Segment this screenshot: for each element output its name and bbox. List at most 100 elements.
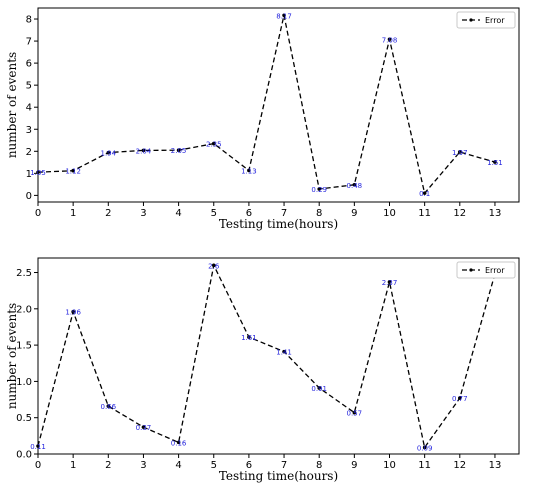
- data-label: 8.17: [276, 12, 292, 20]
- legend-marker: [469, 18, 473, 22]
- x-tick-label: 1: [70, 208, 76, 219]
- y-tick-label: 2: [26, 147, 32, 158]
- x-tick-label: 2: [105, 208, 111, 219]
- data-point: [176, 440, 181, 445]
- data-point: [282, 349, 286, 354]
- data-label: 7.08: [382, 36, 398, 44]
- x-tick-label: 4: [175, 208, 181, 219]
- x-tick-label: 5: [211, 208, 217, 219]
- x-tick-label: 0: [35, 208, 41, 219]
- data-point: [247, 168, 251, 173]
- x-tick-label: 11: [418, 208, 431, 219]
- x-tick-label: 4: [175, 460, 181, 471]
- x-tick-label: 12: [453, 460, 466, 471]
- plot-frame: [37, 257, 520, 455]
- data-point: [317, 187, 322, 191]
- plot-frame: [37, 7, 520, 203]
- y-tick-label: 5: [26, 81, 32, 92]
- data-point: [36, 444, 40, 448]
- data-point: [71, 309, 75, 314]
- data-point: [458, 150, 462, 154]
- data-point: [141, 425, 146, 429]
- data-point: [176, 148, 181, 152]
- data-point: [71, 168, 75, 173]
- data-label: 0.16: [171, 439, 187, 447]
- data-label: 2.05: [171, 147, 187, 155]
- legend-marker: [469, 268, 473, 272]
- x-tick-label: 8: [316, 208, 322, 219]
- data-label: 1.13: [241, 167, 257, 175]
- data-point: [247, 335, 251, 339]
- legend-box: [456, 261, 516, 279]
- chart-bottom: 0 1 2 3 4 5 6 7 8 9 10 11 12 130.00.51.01.52.02.5Test…: [5, 257, 520, 483]
- data-label: 1.61: [241, 334, 257, 342]
- y-tick-label: 4: [26, 103, 32, 114]
- x-tick-label: 11: [418, 460, 431, 471]
- y-tick-label: 1.5: [16, 341, 32, 352]
- y-axis-title: number of events: [5, 303, 19, 409]
- x-tick-label: 13: [489, 460, 502, 471]
- data-label: 0.11: [30, 443, 46, 451]
- data-label: 0.77: [452, 395, 468, 403]
- x-tick-label: 9: [351, 208, 357, 219]
- x-tick-label: 2: [105, 460, 111, 471]
- x-tick-label: 3: [140, 460, 146, 471]
- x-tick-label: 13: [489, 208, 502, 219]
- x-tick-label: 8: [316, 460, 322, 471]
- x-tick-label: 9: [351, 460, 357, 471]
- y-tick-label: 1: [26, 169, 32, 180]
- x-tick-label: 7: [281, 208, 287, 219]
- data-point: [422, 191, 427, 195]
- x-tick-label: 6: [246, 208, 252, 219]
- data-label: 0.91: [311, 385, 327, 393]
- y-tick-label: 0: [26, 191, 32, 202]
- data-point: [493, 160, 497, 164]
- x-tick-label: 3: [140, 208, 146, 219]
- y-tick-label: 0.5: [16, 413, 32, 424]
- data-label: 1.94: [101, 150, 117, 158]
- y-tick-label: 1.0: [16, 377, 32, 388]
- data-point: [211, 263, 216, 268]
- data-point: [387, 280, 392, 284]
- data-label: 1.51: [487, 159, 503, 167]
- data-label: 1.12: [65, 168, 81, 176]
- data-label: 0.66: [101, 403, 117, 411]
- data-point: [458, 396, 462, 400]
- x-tick-label: 5: [211, 460, 217, 471]
- data-label: 2.37: [382, 279, 398, 287]
- y-axis-title: number of events: [5, 52, 19, 158]
- data-point: [211, 141, 216, 146]
- x-tick-label: 6: [246, 460, 252, 471]
- y-tick-label: 8: [26, 15, 32, 26]
- x-axis-title: Testing time(hours): [219, 469, 338, 483]
- legend-label: Error: [485, 16, 505, 25]
- series-line-error: [37, 263, 496, 450]
- data-label: 0.29: [311, 186, 327, 194]
- y-tick-label: 2.5: [16, 268, 32, 279]
- data-label: 2.6: [208, 262, 220, 270]
- data-label: 2.35: [206, 141, 222, 149]
- data-point: [317, 386, 322, 390]
- x-tick-label: 7: [281, 460, 287, 471]
- data-label: 1.96: [65, 309, 81, 317]
- data-label: 0.37: [136, 424, 152, 432]
- y-tick-label: 0.0: [16, 450, 32, 461]
- x-tick-label: 0: [35, 460, 41, 471]
- y-tick-label: 3: [26, 125, 32, 136]
- data-label: 0.48: [347, 182, 363, 190]
- y-tick-label: 7: [26, 37, 32, 48]
- legend-label: Error: [485, 266, 505, 275]
- data-point: [106, 404, 111, 408]
- data-label: 1.97: [452, 149, 468, 157]
- data-point: [36, 170, 40, 175]
- data-point: [282, 13, 286, 18]
- y-tick-label: 2.0: [16, 304, 32, 315]
- legend-box: [456, 11, 516, 29]
- data-point: [141, 148, 146, 153]
- data-point: [352, 183, 357, 187]
- series-line-error: [37, 15, 496, 195]
- data-point: [387, 37, 392, 42]
- data-point: [352, 410, 357, 415]
